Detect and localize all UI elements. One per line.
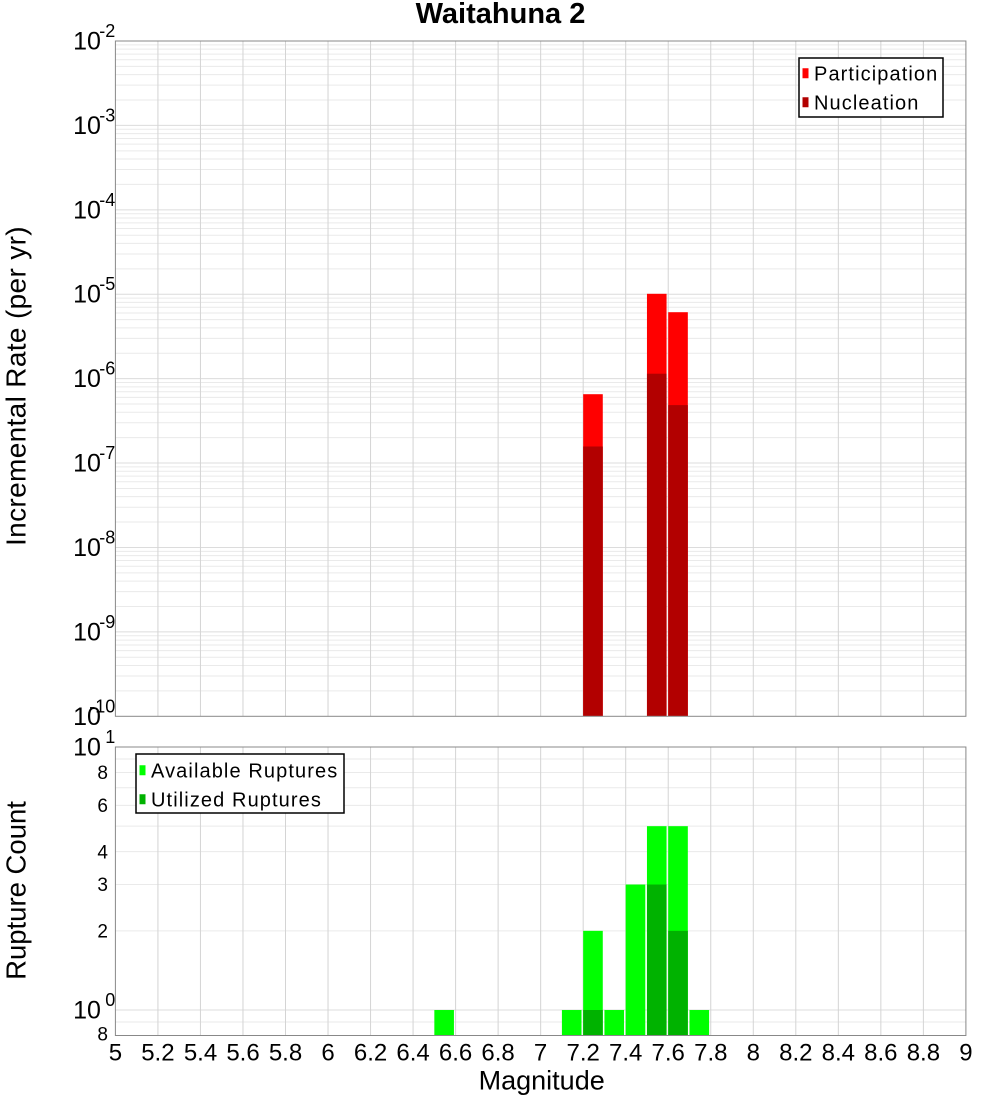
svg-text:5.4: 5.4 bbox=[184, 1039, 217, 1066]
svg-text:5.6: 5.6 bbox=[226, 1039, 259, 1066]
svg-text:8.4: 8.4 bbox=[822, 1039, 855, 1066]
svg-text:8: 8 bbox=[97, 1025, 108, 1046]
svg-text:10: 10 bbox=[73, 112, 101, 140]
svg-text:10: 10 bbox=[73, 28, 101, 56]
svg-text:10: 10 bbox=[73, 450, 101, 478]
svg-text:4: 4 bbox=[97, 842, 108, 863]
svg-text:6.4: 6.4 bbox=[396, 1039, 429, 1066]
svg-text:10: 10 bbox=[73, 734, 101, 762]
svg-text:1: 1 bbox=[105, 727, 115, 747]
svg-text:-6: -6 bbox=[99, 359, 115, 379]
svg-text:10: 10 bbox=[73, 534, 101, 562]
svg-text:5.2: 5.2 bbox=[141, 1039, 174, 1066]
svg-text:7.8: 7.8 bbox=[694, 1039, 727, 1066]
svg-text:6.8: 6.8 bbox=[481, 1039, 514, 1066]
svg-text:8.6: 8.6 bbox=[864, 1039, 897, 1066]
svg-text:-7: -7 bbox=[99, 443, 115, 463]
svg-text:10: 10 bbox=[73, 196, 101, 224]
svg-text:9: 9 bbox=[959, 1039, 972, 1066]
svg-text:10: 10 bbox=[73, 618, 101, 646]
svg-text:7.2: 7.2 bbox=[567, 1039, 600, 1066]
svg-text:8: 8 bbox=[747, 1039, 760, 1066]
svg-text:8.8: 8.8 bbox=[907, 1039, 940, 1066]
svg-text:-5: -5 bbox=[99, 274, 115, 294]
svg-text:6.2: 6.2 bbox=[354, 1039, 387, 1066]
svg-text:-3: -3 bbox=[99, 105, 115, 125]
svg-text:10: 10 bbox=[73, 703, 101, 731]
svg-text:5: 5 bbox=[109, 1039, 122, 1066]
svg-text:10: 10 bbox=[73, 365, 101, 393]
svg-text:8: 8 bbox=[97, 763, 108, 784]
svg-text:-2: -2 bbox=[99, 21, 115, 41]
svg-text:Available Ruptures: Available Ruptures bbox=[151, 760, 338, 782]
svg-text:8.2: 8.2 bbox=[779, 1039, 812, 1066]
svg-text:2: 2 bbox=[97, 922, 108, 943]
svg-text:-8: -8 bbox=[99, 528, 115, 548]
svg-text:7: 7 bbox=[534, 1039, 547, 1066]
svg-text:6: 6 bbox=[97, 796, 108, 817]
svg-text:7.4: 7.4 bbox=[609, 1039, 642, 1066]
svg-text:Rupture Count: Rupture Count bbox=[1, 801, 32, 980]
svg-text:5.8: 5.8 bbox=[269, 1039, 302, 1066]
svg-text:Participation: Participation bbox=[814, 63, 938, 85]
svg-text:7.6: 7.6 bbox=[652, 1039, 685, 1066]
svg-text:6: 6 bbox=[321, 1039, 334, 1066]
svg-text:10: 10 bbox=[73, 281, 101, 309]
svg-text:10: 10 bbox=[73, 997, 101, 1025]
svg-text:Magnitude: Magnitude bbox=[479, 1066, 605, 1096]
svg-text:Incremental Rate (per yr): Incremental Rate (per yr) bbox=[1, 226, 32, 546]
svg-text:-10: -10 bbox=[89, 696, 115, 716]
svg-text:3: 3 bbox=[97, 875, 108, 896]
svg-text:0: 0 bbox=[105, 990, 115, 1010]
svg-text:Utilized Ruptures: Utilized Ruptures bbox=[151, 789, 322, 811]
svg-text:-9: -9 bbox=[99, 612, 115, 632]
svg-text:6.6: 6.6 bbox=[439, 1039, 472, 1066]
svg-text:Waitahuna 2: Waitahuna 2 bbox=[416, 0, 586, 30]
svg-text:-4: -4 bbox=[99, 190, 115, 210]
svg-text:Nucleation: Nucleation bbox=[814, 92, 920, 114]
